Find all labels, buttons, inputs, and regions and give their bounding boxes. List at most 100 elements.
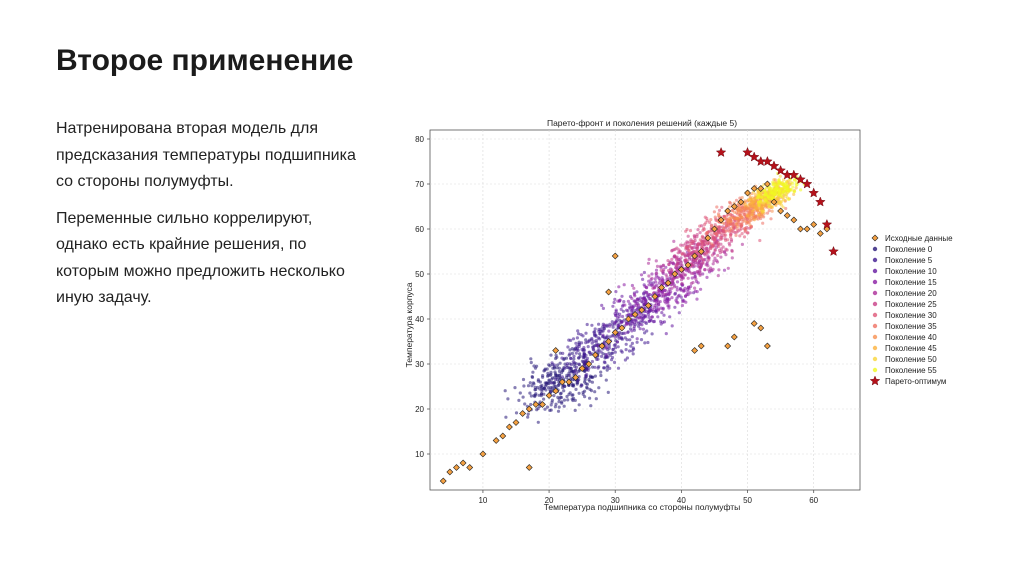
generation-point [727,205,732,209]
original-data-point [539,401,546,408]
generation-point [705,231,709,235]
generation-point [660,311,664,315]
generation-point [590,375,594,379]
generation-point [713,248,717,252]
generation-point [662,313,666,317]
generation-point [554,402,558,406]
generation-point [681,243,685,247]
generation-point [575,336,579,340]
generation-point [583,389,587,393]
generation-point [761,204,765,208]
generation-point [552,363,556,367]
pareto-point [828,245,839,256]
generation-point [514,411,519,415]
legend-marker [872,356,878,362]
x-tick-label: 40 [677,496,686,505]
generation-point [705,275,709,279]
generation-point [686,293,690,297]
generation-point [680,263,684,267]
original-data-point [763,180,771,188]
generation-point [703,238,707,242]
legend-marker [872,312,878,318]
generation-point [793,189,797,193]
generation-point [565,362,569,366]
generation-point [601,306,605,310]
legend-label: Парето-оптимум [885,377,946,386]
generation-point [658,264,663,268]
generation-point [716,241,720,245]
generation-point [747,198,751,202]
generation-point [565,373,569,377]
generation-point [730,222,735,226]
generation-point [600,354,604,358]
generation-point [572,354,576,358]
chart-title: Парето-фронт и поколения решений (каждые… [547,118,737,128]
generation-point [656,289,660,293]
generation-point [637,313,641,317]
generation-point [560,400,564,404]
generation-point [575,365,579,369]
generation-point [728,229,732,234]
generation-point [557,400,561,404]
generation-point [715,259,719,263]
pareto-point [795,173,806,184]
original-data-point [605,338,613,345]
generation-point [521,377,526,382]
generation-point [650,283,654,287]
generation-point [660,279,664,283]
generation-point [595,343,600,348]
generation-point [777,188,781,192]
generation-point [745,214,749,218]
generation-point [617,315,621,319]
legend-marker [872,257,878,263]
generation-point [757,203,761,207]
generation-point [523,402,527,406]
generation-point [610,355,615,360]
original-data-point [565,378,573,386]
generation-point [696,228,700,232]
generation-point [767,205,771,209]
generation-point [625,356,629,360]
generation-point [557,373,561,377]
legend-label: Исходные данные [885,234,953,243]
generation-point [503,389,507,393]
generation-point [551,366,555,370]
legend-marker [872,290,878,296]
legend-marker [872,279,878,285]
generation-point [597,329,601,333]
generation-point [719,242,723,246]
generation-point [592,348,596,352]
generation-point [630,349,634,353]
plot-area: 10 20 30 40 50 60 10 20 30 40 50 60 70 80 [415,129,861,505]
generation-point [602,366,606,370]
generation-point [650,332,654,336]
generation-point [599,350,603,354]
generation-point [679,295,683,299]
generation-point [647,293,651,297]
legend-marker [871,234,879,242]
legend-marker [872,334,878,340]
generation-point [679,243,683,247]
generation-point [657,277,661,281]
generation-point [756,191,760,195]
slide-title: Второе применение [56,44,354,77]
original-data-point [697,342,705,350]
generation-point [646,340,650,345]
pareto-point [742,146,753,157]
generation-point [605,368,609,372]
generation-point [612,300,616,305]
generation-point [595,357,599,361]
generation-point [611,347,615,351]
generation-point [667,268,671,273]
generation-point [726,220,730,224]
original-data-point [446,468,454,476]
generation-point [702,223,707,227]
generation-point [569,356,573,360]
original-data-point [757,324,765,332]
generation-point [670,286,674,290]
generation-point [666,259,670,263]
generation-point [619,307,623,311]
original-data-point [777,207,785,215]
generation-point [755,196,759,200]
generation-point [673,254,677,258]
